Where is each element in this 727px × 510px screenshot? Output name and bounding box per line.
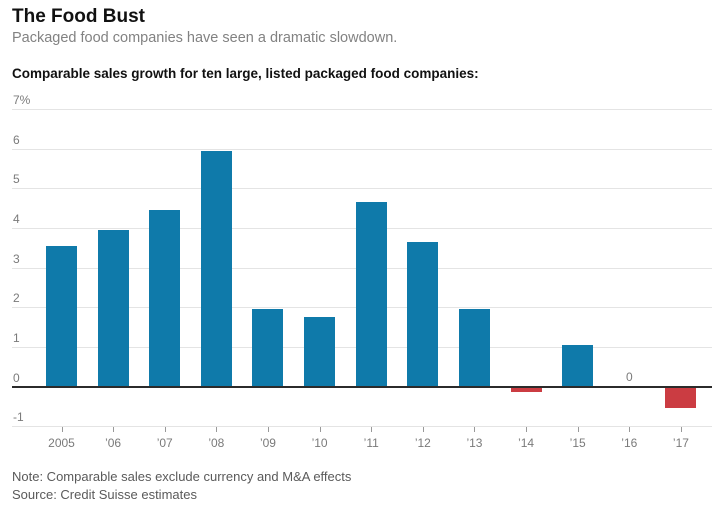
- x-axis-tick: [267, 427, 269, 432]
- bar: [458, 309, 490, 386]
- x-axis-tick: [474, 427, 476, 432]
- bar: [562, 345, 594, 386]
- x-axis-label: ’07: [156, 436, 173, 450]
- y-axis-label: 4: [13, 212, 20, 226]
- x-axis-label: 2005: [48, 436, 75, 450]
- chart-title: The Food Bust: [12, 6, 145, 27]
- chart-heading: Comparable sales growth for ten large, l…: [12, 66, 479, 81]
- x-axis-tick: [319, 427, 321, 432]
- bar: [355, 202, 387, 386]
- bar: [200, 150, 232, 386]
- y-axis-label: 2: [13, 291, 20, 306]
- bar: [304, 317, 336, 386]
- x-axis-label: ’15: [569, 436, 586, 450]
- bar: [97, 229, 129, 386]
- bar: [252, 309, 284, 386]
- gridline: [12, 148, 712, 150]
- x-axis-tick: [577, 427, 579, 432]
- y-axis-label: 0: [13, 370, 20, 385]
- bar-chart-plot-area: 7% 6 5 4 3 2 1 0 -1 2005 ’06 ’07 ’08 ’09 ’10 ’11 ’12 ’13 ’…: [12, 93, 712, 450]
- x-axis-label: ’17: [672, 436, 689, 450]
- x-axis-tick: [526, 427, 528, 432]
- chart-source: Source: Credit Suisse estimates: [12, 487, 197, 502]
- x-axis-tick: [113, 427, 115, 432]
- x-axis-tick: [164, 427, 166, 432]
- y-axis-label: 3: [13, 251, 20, 266]
- y-axis-label: 6: [13, 132, 20, 147]
- bar: [407, 241, 439, 386]
- x-axis-label: ’12: [414, 436, 431, 450]
- x-axis-label: ’06: [105, 436, 122, 450]
- x-axis-tick: [422, 427, 424, 432]
- bar: [46, 245, 77, 386]
- y-axis-label: 1: [13, 331, 20, 346]
- chart-note: Note: Comparable sales exclude currency …: [12, 469, 352, 484]
- chart-subtitle: Packaged food companies have seen a dram…: [12, 30, 398, 46]
- x-axis-label: ’08: [208, 436, 225, 450]
- gridline: [12, 188, 712, 190]
- x-axis-tick: [61, 427, 63, 432]
- gridline: [12, 426, 712, 428]
- x-axis-label: ’10: [311, 436, 328, 450]
- x-axis-label: ’16: [621, 436, 638, 450]
- y-axis-label: 5: [13, 172, 20, 187]
- x-axis-tick: [216, 427, 218, 432]
- x-axis-tick: [629, 427, 631, 432]
- x-axis-tick: [680, 427, 682, 432]
- bar: [149, 210, 181, 386]
- y-axis-label: -1: [13, 410, 24, 425]
- gridline: [12, 109, 712, 110]
- zero-value-label: 0: [625, 369, 633, 384]
- zero-axis-line: [12, 385, 712, 388]
- x-axis-label: ’13: [466, 436, 483, 450]
- y-axis-label: 7%: [13, 93, 31, 107]
- bar-negative: [665, 387, 697, 408]
- x-axis-label: ’09: [259, 436, 276, 450]
- x-axis-tick: [371, 427, 373, 432]
- bar-negative: [510, 387, 542, 392]
- x-axis-label: ’14: [518, 436, 535, 450]
- x-axis-label: ’11: [363, 436, 379, 450]
